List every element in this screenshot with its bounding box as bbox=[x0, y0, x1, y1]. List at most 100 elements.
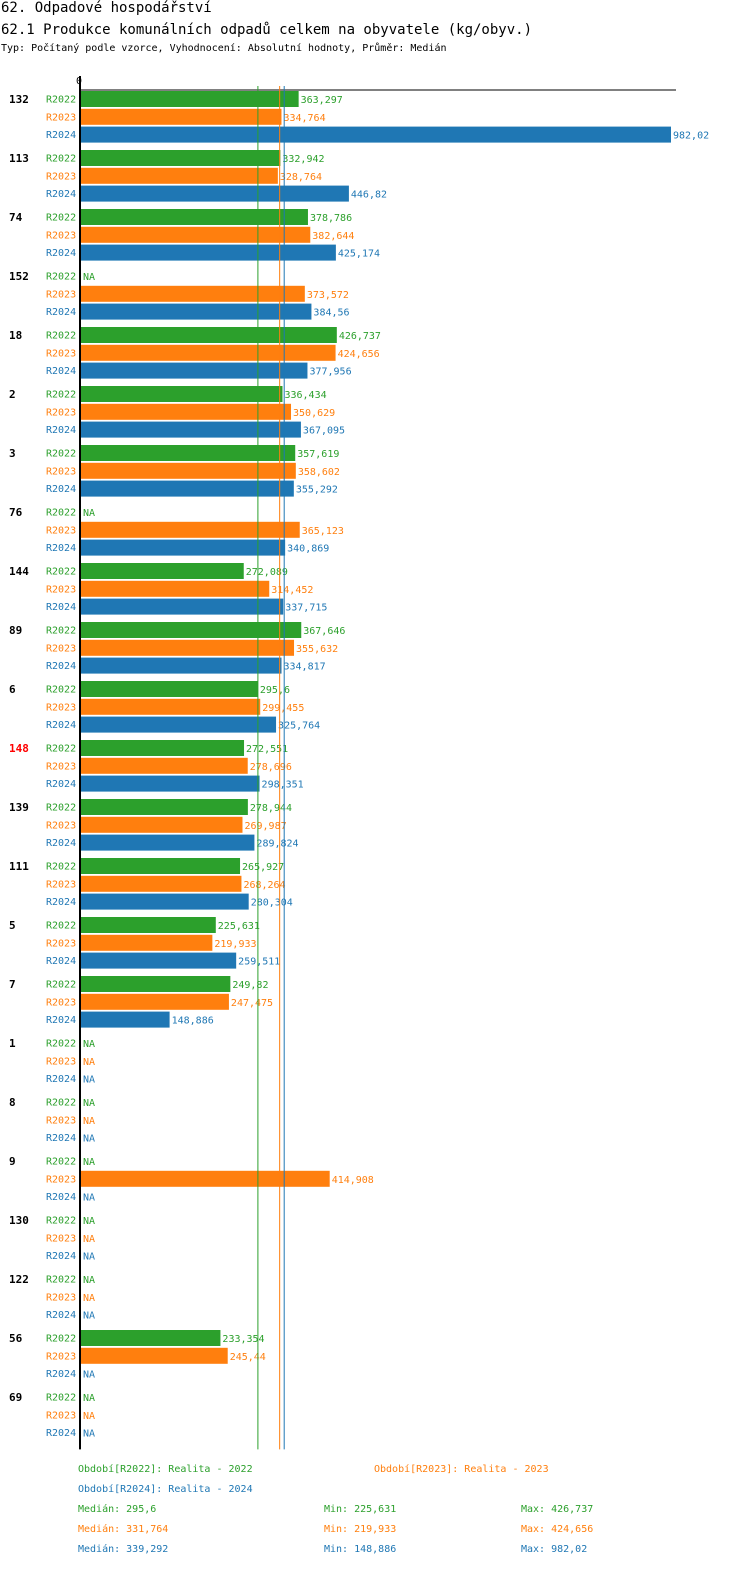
bar-r2023 bbox=[80, 1170, 330, 1187]
series-label: R2022 bbox=[46, 862, 76, 873]
series-label: R2024 bbox=[46, 1428, 76, 1439]
value-label: 425,174 bbox=[338, 249, 380, 260]
bar-r2024 bbox=[80, 480, 294, 497]
series-label: R2024 bbox=[46, 956, 76, 967]
value-label: 233,354 bbox=[222, 1334, 264, 1345]
value-label: NA bbox=[83, 1075, 95, 1086]
bar-r2023 bbox=[80, 993, 229, 1010]
value-label: 373,572 bbox=[307, 290, 349, 301]
series-label: R2023 bbox=[46, 1056, 76, 1067]
value-label: 355,632 bbox=[296, 644, 338, 655]
series-label: R2022 bbox=[46, 1098, 76, 1109]
stat-median-r2024: Medián: 339,292 bbox=[78, 1544, 169, 1555]
series-label: R2024 bbox=[46, 130, 76, 141]
value-label: NA bbox=[83, 1039, 95, 1050]
stat-min-r2023: Min: 219,933 bbox=[324, 1524, 397, 1535]
bar-r2023 bbox=[80, 108, 282, 125]
series-label: R2022 bbox=[46, 626, 76, 637]
series-label: R2024 bbox=[46, 661, 76, 672]
bar-r2022 bbox=[80, 976, 231, 992]
series-label: R2024 bbox=[46, 720, 76, 731]
value-label: 365,123 bbox=[302, 526, 344, 537]
group-label: 3 bbox=[9, 447, 16, 460]
value-label: 382,644 bbox=[312, 231, 354, 242]
value-label: 269,987 bbox=[244, 821, 286, 832]
series-label: R2022 bbox=[46, 567, 76, 578]
value-label: 268,264 bbox=[243, 880, 285, 891]
value-label: 148,886 bbox=[172, 1016, 214, 1027]
bar-r2022 bbox=[80, 1330, 221, 1346]
series-label: R2024 bbox=[46, 366, 76, 377]
series-label: R2022 bbox=[46, 390, 76, 401]
bar-r2024 bbox=[80, 362, 308, 379]
page-title: 62. Odpadové hospodářství bbox=[1, 0, 212, 16]
value-label: 298,351 bbox=[262, 780, 304, 791]
value-label: NA bbox=[83, 1275, 95, 1286]
value-label: 272,089 bbox=[246, 567, 288, 578]
series-label: R2023 bbox=[46, 348, 76, 359]
series-label: R2023 bbox=[46, 525, 76, 536]
series-label: R2022 bbox=[46, 508, 76, 519]
bar-r2023 bbox=[80, 698, 261, 715]
bar-r2022 bbox=[80, 327, 337, 343]
chart-meta: Typ: Počítaný podle vzorce, Vyhodnocení:… bbox=[1, 43, 447, 54]
value-label: 357,619 bbox=[297, 449, 339, 460]
value-label: NA bbox=[83, 1393, 95, 1404]
series-label: R2024 bbox=[46, 1192, 76, 1203]
bar-r2023 bbox=[80, 226, 311, 243]
bar-r2022 bbox=[80, 150, 281, 166]
group-label: 144 bbox=[9, 565, 29, 578]
value-label: 355,292 bbox=[296, 485, 338, 496]
value-label: 219,933 bbox=[214, 939, 256, 950]
series-label: R2022 bbox=[46, 95, 76, 106]
value-label: 340,869 bbox=[287, 544, 329, 555]
group-label: 139 bbox=[9, 801, 29, 814]
series-label: R2024 bbox=[46, 1310, 76, 1321]
bar-r2024 bbox=[80, 893, 249, 910]
legend-r2022: Období[R2022]: Realita - 2022 bbox=[78, 1464, 253, 1475]
value-label: 328,764 bbox=[280, 172, 322, 183]
value-label: NA bbox=[83, 1157, 95, 1168]
series-label: R2024 bbox=[46, 1369, 76, 1380]
stat-median-r2023: Medián: 331,764 bbox=[78, 1524, 169, 1535]
series-label: R2023 bbox=[46, 643, 76, 654]
bar-r2024 bbox=[80, 303, 312, 320]
series-label: R2023 bbox=[46, 1292, 76, 1303]
value-label: 289,824 bbox=[256, 839, 298, 850]
bar-r2024 bbox=[80, 1011, 170, 1028]
value-label: 426,737 bbox=[339, 331, 381, 342]
series-label: R2024 bbox=[46, 897, 76, 908]
series-label: R2023 bbox=[46, 1351, 76, 1362]
value-label: 245,44 bbox=[230, 1352, 266, 1363]
series-label: R2023 bbox=[46, 112, 76, 123]
group-label: 7 bbox=[9, 978, 16, 991]
bar-r2022 bbox=[80, 445, 296, 461]
series-label: R2024 bbox=[46, 248, 76, 259]
group-label: 5 bbox=[9, 919, 16, 932]
series-label: R2024 bbox=[46, 1074, 76, 1085]
group-label: 74 bbox=[9, 211, 23, 224]
bar-r2023 bbox=[80, 285, 305, 302]
bar-r2022 bbox=[80, 622, 302, 638]
value-label: 336,434 bbox=[284, 390, 326, 401]
value-label: NA bbox=[83, 1429, 95, 1440]
stat-median-r2022: Medián: 295,6 bbox=[78, 1504, 157, 1515]
bar-r2022 bbox=[80, 563, 244, 579]
bar-r2022 bbox=[80, 740, 245, 756]
series-label: R2022 bbox=[46, 921, 76, 932]
group-label: 69 bbox=[9, 1391, 22, 1404]
series-label: R2023 bbox=[46, 997, 76, 1008]
value-label: 278,944 bbox=[250, 803, 292, 814]
legend-r2024: Období[R2024]: Realita - 2024 bbox=[78, 1484, 253, 1495]
bar-r2024 bbox=[80, 598, 284, 615]
bar-r2023 bbox=[80, 403, 292, 420]
bar-r2024 bbox=[80, 716, 277, 733]
series-label: R2022 bbox=[46, 744, 76, 755]
stat-min-r2022: Min: 225,631 bbox=[324, 1504, 397, 1515]
value-label: NA bbox=[83, 508, 95, 519]
bar-r2024 bbox=[80, 775, 260, 792]
series-label: R2022 bbox=[46, 685, 76, 696]
value-label: 337,715 bbox=[285, 603, 327, 614]
value-label: 377,956 bbox=[309, 367, 351, 378]
value-label: NA bbox=[83, 1057, 95, 1068]
